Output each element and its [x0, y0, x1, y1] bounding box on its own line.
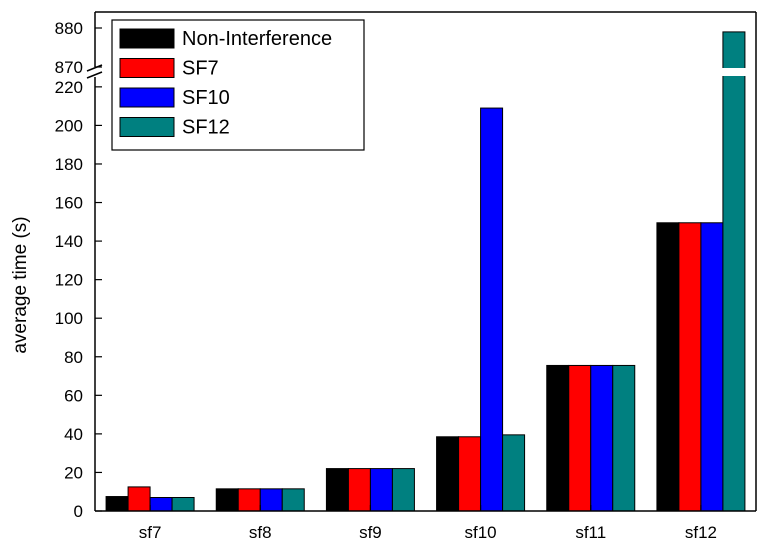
- bar-sf8-sf7: [237, 488, 261, 512]
- axis-break-gap: [89, 67, 101, 77]
- y-tick-label-200: 200: [55, 116, 83, 135]
- y-tick-label-880: 880: [55, 19, 83, 38]
- legend-label-non-interference: Non-Interference: [182, 28, 332, 50]
- bar-sf10-sf12: [502, 434, 526, 512]
- bar-sf11-sf12: [612, 364, 636, 512]
- bar-sf8-non-interference: [215, 488, 239, 512]
- y-tick-label-60: 60: [64, 386, 83, 405]
- y-tick-label-40: 40: [64, 425, 83, 444]
- x-tick-label-sf8: sf8: [249, 523, 272, 542]
- axis-break-mark-upper: [86, 64, 103, 72]
- bar-sf8-sf10: [259, 488, 283, 512]
- y-tick-label-80: 80: [64, 348, 83, 367]
- bar-sf10-sf10: [480, 107, 504, 512]
- bar-sf10-non-interference: [436, 436, 460, 512]
- bar-sf12-sf7: [678, 222, 702, 512]
- bar-sf11-sf7: [568, 364, 592, 512]
- legend-swatch-sf10: [119, 87, 175, 108]
- axis-break-mark-lower: [86, 71, 103, 79]
- y-tick-label-20: 20: [64, 463, 83, 482]
- y-tick-label-120: 120: [55, 271, 83, 290]
- bar-sf9-sf10: [369, 468, 393, 512]
- y-axis-title: average time (s): [10, 216, 31, 353]
- bar-sf12-sf12: [722, 31, 746, 512]
- x-tick-label-sf12: sf12: [685, 523, 717, 542]
- y-tick-label-870: 870: [55, 58, 83, 77]
- bars-layer: [105, 31, 746, 512]
- bar-sf10-sf7: [458, 436, 482, 512]
- legend-label-sf12: SF12: [182, 117, 230, 139]
- bar-sf11-sf10: [590, 364, 614, 512]
- y-tick-label-220: 220: [55, 78, 83, 97]
- legend-swatch-sf12: [119, 117, 175, 137]
- bar-sf9-sf7: [347, 468, 371, 512]
- bar-break-gap: [721, 68, 746, 76]
- bar-sf12-sf10: [700, 222, 724, 512]
- legend-label-sf7: SF7: [182, 58, 219, 80]
- bar-sf9-non-interference: [325, 468, 349, 512]
- legend-swatch-non-interference: [119, 28, 175, 49]
- bar-sf11-non-interference: [546, 364, 570, 512]
- x-tick-label-sf11: sf11: [575, 523, 606, 542]
- bar-sf7-sf12: [171, 497, 195, 512]
- legend-label-sf10: SF10: [182, 87, 230, 109]
- x-tick-label-sf7: sf7: [139, 523, 162, 542]
- legend: Non-Interference SF7 SF10 SF12: [111, 19, 365, 151]
- bar-sf7-sf7: [127, 486, 151, 512]
- y-tick-label-160: 160: [55, 194, 83, 213]
- x-tick-label-sf9: sf9: [359, 523, 382, 542]
- y-tick-label-140: 140: [55, 232, 83, 251]
- bar-sf7-sf10: [149, 497, 173, 512]
- x-tick-label-sf10: sf10: [465, 523, 497, 542]
- bar-sf12-non-interference: [656, 222, 680, 512]
- bar-sf8-sf12: [281, 488, 305, 512]
- y-tick-label-180: 180: [55, 155, 83, 174]
- y-tick-label-0: 0: [74, 502, 83, 521]
- legend-swatch-sf7: [119, 58, 175, 78]
- y-tick-label-100: 100: [55, 309, 83, 328]
- bar-sf7-non-interference: [105, 496, 129, 512]
- bar-sf9-sf12: [391, 468, 415, 512]
